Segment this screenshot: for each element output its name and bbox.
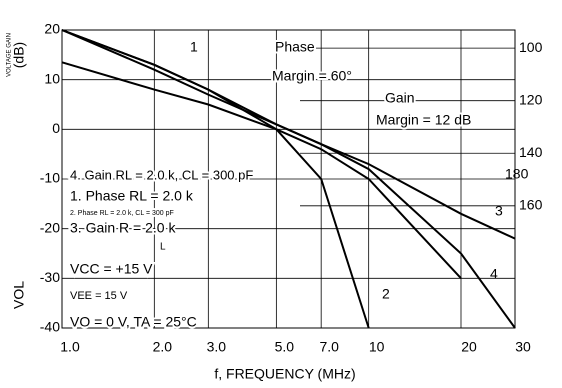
curve [61,29,516,329]
y2-tick-label: 120 [519,91,543,107]
annotation: Gain [385,90,415,106]
annotation: VEE = 15 V [70,290,128,302]
annotation: 1 [190,39,198,55]
y-axis-label-small: VOLTAGE GAIN [7,33,13,77]
annotation: 4. Gain RL = 2.0 k, CL = 300 pF [70,167,253,182]
y-tick-label: -20 [40,219,60,235]
y-axis-label: (dB) [11,42,27,68]
y-tick-label: 20 [44,21,60,37]
annotation: 1. Phase RL = 2.0 k [70,188,194,204]
annotation: VO = 0 V, TA = 25°C [70,314,197,330]
y-tick-label: -40 [40,319,60,335]
y2-tick-label: 160 [519,197,543,213]
y-tick-label: 10 [44,70,60,86]
annotation: Phase [275,39,315,55]
x-axis-label: f, FREQUENCY (MHz) [214,366,355,382]
annotation: 180 [505,166,529,182]
x-tick-label: 3.0 [207,339,227,355]
x-tick-label: 7.0 [319,339,339,355]
annotation: 3 [495,203,503,219]
annotation: Margin = 12 dB [376,112,471,128]
annotation: 4 [490,266,498,282]
x-tick-label: 1.0 [60,339,80,355]
y-axis-label-bottom: VOL [11,281,27,309]
annotation: L [160,242,166,253]
y-tick-label: -30 [40,269,60,285]
annotation: Margin = 60° [272,68,352,84]
y-tick-label: -10 [40,170,60,186]
y-tick-label: 0 [52,120,60,136]
x-tick-label: 10 [369,339,385,355]
annotation: 2. Phase RL = 2.0 k, CL = 300 pF [70,210,174,217]
x-tick-label: 30 [515,339,531,355]
annotation: 3. Gain R = 2.0 k [70,220,176,236]
y2-tick-label: 140 [519,144,543,160]
x-tick-label: 20 [461,339,477,355]
y2-tick-label: 100 [519,39,543,55]
annotation: VCC = +15 V [70,261,153,277]
curve [61,61,462,279]
annotation: 2 [382,286,390,302]
x-tick-label: 5.0 [275,339,295,355]
x-tick-label: 2.0 [153,339,173,355]
